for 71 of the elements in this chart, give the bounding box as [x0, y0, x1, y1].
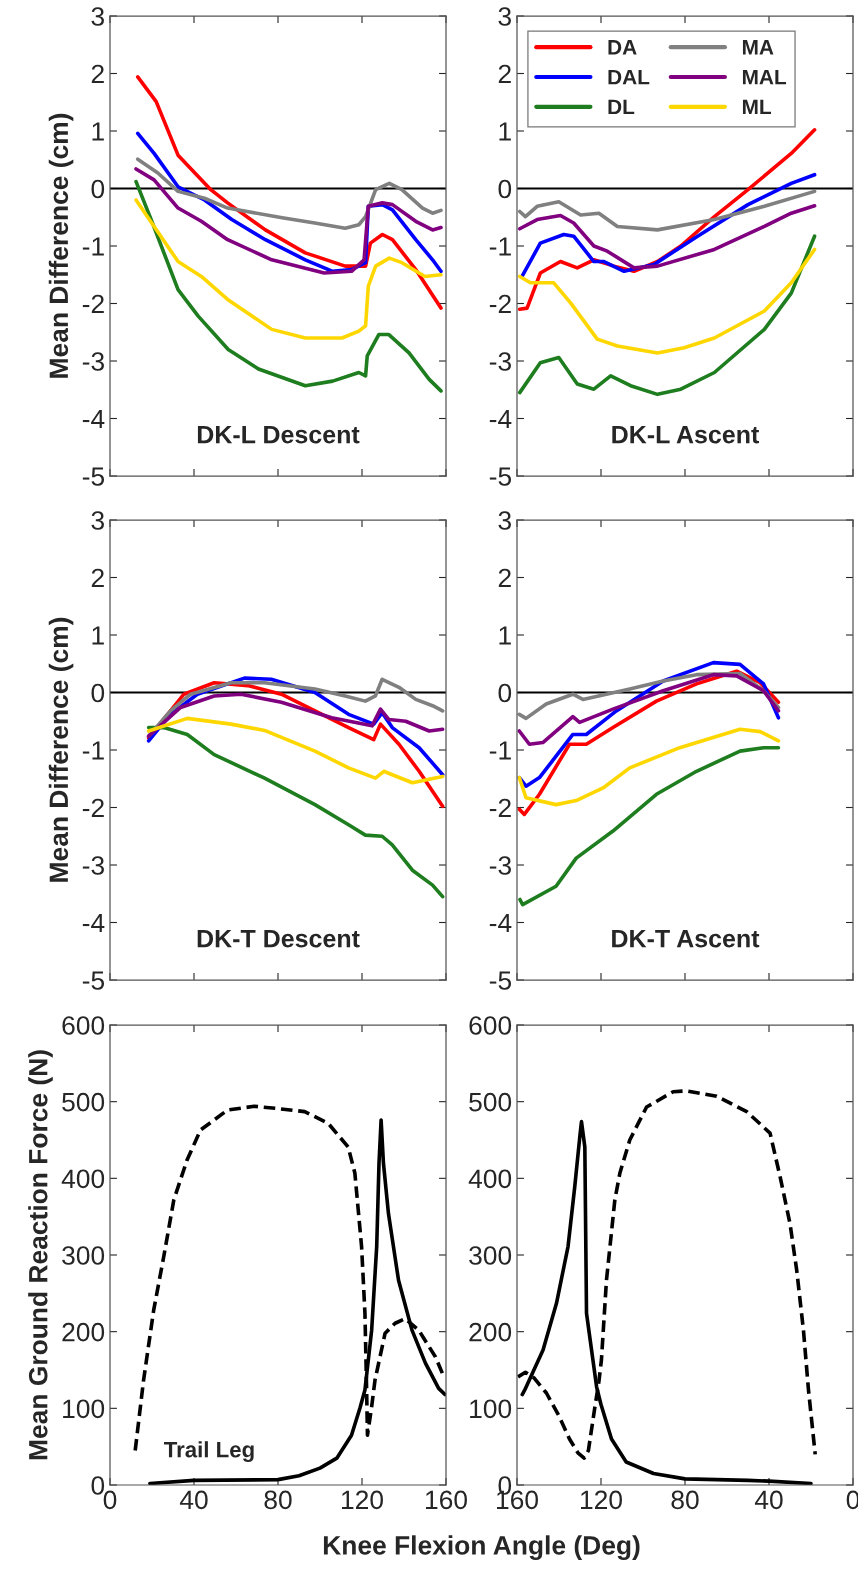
- y-tick-label: 100: [63, 1399, 105, 1419]
- y-tick-label: 600: [469, 1016, 512, 1035]
- x-tick-label: 80: [671, 1490, 699, 1510]
- y-tick-label: 0: [91, 683, 105, 703]
- y-tick-label: -1: [489, 741, 511, 760]
- y-tick-label: 3: [498, 7, 511, 26]
- y-tick-label: -4: [489, 913, 512, 933]
- y-tick-label: 500: [62, 1092, 105, 1112]
- x-tick-label: 120: [342, 1490, 383, 1510]
- y-tick-label: 0: [91, 1476, 105, 1495]
- y-axis-title: Mean Difference (cm): [48, 113, 74, 378]
- y-tick-label: -2: [82, 798, 104, 818]
- y-tick-label: 1: [499, 122, 511, 141]
- y-tick-label: 3: [91, 511, 104, 530]
- x-tick-label: 160: [426, 1490, 467, 1510]
- y-tick-label: -2: [489, 798, 511, 818]
- y-tick-label: -3: [489, 352, 511, 371]
- y-tick-label: 2: [498, 568, 511, 588]
- y-tick-label: 3: [498, 511, 511, 530]
- x-tick-label: 80: [264, 1490, 292, 1510]
- y-tick-label: 2: [498, 64, 511, 84]
- text: DK-L Ascent: [612, 426, 760, 444]
- y-tick-label: 400: [61, 1169, 105, 1189]
- y-tick-label: -4: [489, 409, 512, 429]
- legend-label: MA: [742, 40, 774, 55]
- y-tick-label: -2: [489, 294, 511, 314]
- text: DK-T Ascent: [612, 930, 760, 948]
- y-tick-label: -2: [82, 294, 104, 314]
- y-tick-label: -1: [82, 741, 104, 760]
- y-tick-label: 3: [91, 7, 104, 26]
- y-tick-label: 2: [91, 64, 104, 84]
- y-tick-label: 300: [469, 1246, 512, 1265]
- y-axis-title: Mean Ground Reaction Force (N): [28, 1050, 53, 1460]
- y-tick-label: -5: [82, 467, 105, 486]
- x-tick-label: 40: [179, 1490, 208, 1510]
- x-tick-label: 40: [754, 1490, 783, 1510]
- y-tick-label: 400: [468, 1169, 512, 1189]
- legend-label: DL: [608, 99, 635, 115]
- y-tick-label: 2: [91, 568, 104, 588]
- y-tick-label: 100: [470, 1399, 512, 1419]
- y-tick-label: -3: [489, 856, 511, 875]
- y-tick-label: -5: [489, 971, 512, 990]
- x-axis-title: Knee Flexion Angle (Deg): [323, 1535, 640, 1560]
- x-tick-label: 120: [581, 1490, 622, 1510]
- legend-label: ML: [742, 99, 772, 115]
- y-tick-label: -5: [489, 467, 512, 486]
- y-tick-label: -1: [489, 237, 511, 256]
- y-tick-label: 1: [499, 626, 511, 645]
- y-tick-label: 500: [469, 1092, 512, 1112]
- legend-label: MAL: [742, 69, 787, 85]
- annotation: Trail Leg: [164, 1441, 254, 1462]
- legend-label: DA: [608, 40, 637, 55]
- y-tick-label: 1: [92, 626, 104, 645]
- y-tick-label: -5: [82, 971, 105, 990]
- y-tick-label: 600: [62, 1016, 105, 1035]
- legend-label: DAL: [608, 69, 650, 85]
- y-tick-label: -3: [82, 856, 104, 875]
- y-tick-label: 0: [498, 683, 512, 703]
- y-tick-label: 1: [92, 122, 104, 141]
- y-tick-label: -4: [82, 913, 105, 933]
- y-tick-label: -1: [82, 237, 104, 256]
- y-tick-label: 0: [91, 179, 105, 199]
- y-tick-label: -4: [82, 409, 105, 429]
- y-tick-label: 300: [62, 1246, 105, 1265]
- text: DK-L Descent: [197, 426, 360, 444]
- text: DK-T Descent: [197, 930, 360, 948]
- y-tick-label: -3: [82, 352, 104, 371]
- y-axis-title: Mean Difference (cm): [48, 617, 74, 882]
- y-tick-label: 200: [62, 1322, 105, 1342]
- y-tick-label: 0: [498, 179, 512, 199]
- y-tick-label: 200: [469, 1322, 512, 1342]
